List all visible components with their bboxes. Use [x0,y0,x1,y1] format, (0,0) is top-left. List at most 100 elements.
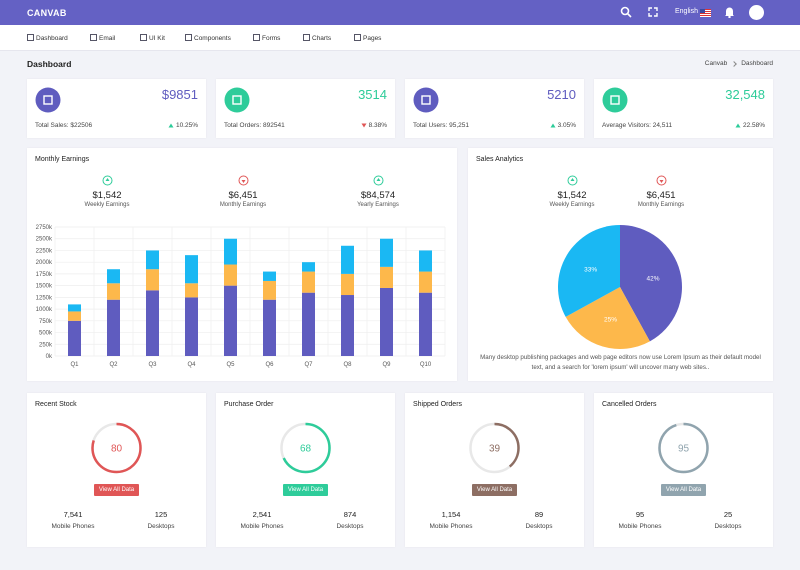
summary-value: $6,451 [646,190,676,201]
icon-shape [700,16,711,17]
breadcrumb-current: Dashboard [741,60,773,67]
icon-shape [102,175,112,186]
brand[interactable]: CANVAB [27,8,67,18]
pie-label: 42% [647,276,660,283]
nav-icon [185,34,192,41]
pie-label: 33% [584,267,597,274]
sales-analytics-card: Sales Analytics $1,542 Weekly Earnings $6,4… [468,148,773,381]
nav-icon [27,34,34,41]
y-tick-label: 2000k [36,260,53,266]
bar-segment [185,283,198,298]
item-label: Mobile Phones [618,523,662,530]
bar-segment [107,269,120,284]
bar-segment [146,250,159,270]
summary-value: $84,574 [360,190,396,201]
bar-segment [419,250,432,272]
breadcrumb-link[interactable]: Canvab [704,60,728,67]
gauge-value: 39 [489,444,501,455]
view-all-button[interactable]: View All Data [94,484,139,496]
nav-label: Forms [262,34,281,42]
summary-item: $1,542 Weekly Earnings [57,175,157,208]
gauge-value: 95 [678,444,690,455]
pie-label: 25% [604,317,617,324]
bar-segment [380,266,393,288]
gauge-arc [91,422,142,474]
bar-segment [68,311,81,321]
nav-item[interactable]: Dashboard [27,33,68,43]
item-value: 7,541 [63,510,83,519]
summary-item: $1,542 Weekly Earnings [522,175,622,208]
item-label: Mobile Phones [429,523,473,530]
stat-change-value: 3.05% [557,122,576,129]
gauge: 80 [91,422,142,474]
bar-segment [341,245,354,274]
bar-segment [185,297,198,356]
bell-icon [725,7,734,18]
nav-label: Pages [363,34,382,42]
stat-value: $9851 [161,87,198,102]
bar-segment [419,271,432,293]
icon-shape [659,180,663,183]
language[interactable]: English [675,8,698,15]
view-all-button[interactable]: View All Data [283,484,328,496]
nav-bar: Dashboard Email UI Kit Components Forms Chart… [0,25,800,51]
item-label: Mobile Phones [51,523,95,530]
avatar[interactable] [749,5,764,20]
stat-card: $9851 Total Sales: $22506 10.25% [27,79,206,138]
y-tick-label: 750k [39,319,53,325]
view-all-button[interactable]: View All Data [661,484,706,496]
item-value: 95 [635,510,645,519]
icon-shape [648,7,658,17]
nav-item[interactable]: Email [90,33,115,43]
icon-shape [700,9,705,13]
stat-change: 10.25% [168,122,198,129]
y-tick-label: 2500k [36,237,53,243]
summary-label: Weekly Earnings [549,202,595,208]
icon-shape [735,123,741,128]
nav-item[interactable]: UI Kit [140,33,165,43]
stat-icon [224,87,250,113]
icon-shape [550,123,556,128]
icon-shape [373,175,383,186]
stat-label: Total Sales: $22506 [35,122,93,129]
x-tick-label: Q2 [109,362,118,368]
bar-segment [224,238,237,265]
nav-item[interactable]: Charts [303,33,331,43]
icon-shape [224,87,250,113]
summary-label: Monthly Earnings [637,202,685,208]
y-tick-label: 1750k [36,272,53,278]
summary-item: $84,574 Yearly Earnings [328,175,428,208]
nav-item[interactable]: Components [185,33,231,43]
y-tick-label: 250k [39,342,53,348]
icon-shape [700,12,711,13]
icon-shape [725,7,734,16]
y-tick-label: 2750k [36,225,53,231]
trend-arrow [550,123,556,128]
trend-arrow [735,123,741,128]
gauge: 95 [658,422,709,474]
icon-shape [303,34,310,41]
trend-arrow [361,123,367,128]
item-label: Desktops [714,523,742,530]
order-card: Shipped Orders 39 View All Data 1,154 Mobile… [405,393,584,547]
icon-shape [253,34,260,41]
pie-chart: 42% 25% 33% [558,225,682,349]
stat-label: Total Orders: 892541 [224,122,285,129]
icon-shape [700,11,711,12]
bar-segment [380,287,393,356]
stat-change: 22.58% [735,122,765,129]
summary-value: $1,542 [92,190,122,201]
icon-shape [232,95,242,105]
stat-icon [602,87,628,113]
nav-item[interactable]: Pages [354,33,381,43]
x-tick-label: Q8 [343,362,352,368]
bar-segment [380,238,393,267]
view-all-button[interactable]: View All Data [472,484,517,496]
bar-segment [263,271,276,281]
bar-segment [68,320,81,356]
nav-item[interactable]: Forms [253,33,280,43]
stat-value: 5210 [547,87,576,102]
icon-shape [238,175,248,186]
y-tick-label: 1000k [36,307,53,313]
icon-shape [168,123,174,128]
